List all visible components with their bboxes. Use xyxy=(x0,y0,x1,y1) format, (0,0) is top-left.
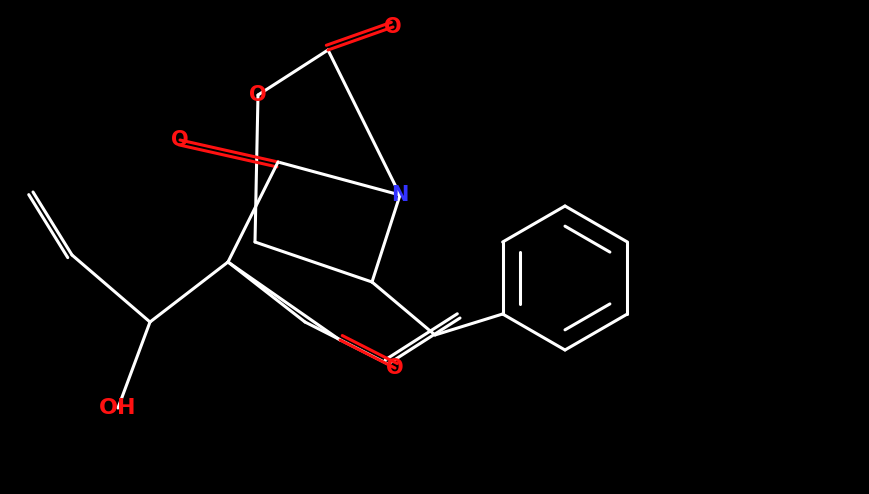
Text: OH: OH xyxy=(99,398,136,418)
Text: O: O xyxy=(386,358,404,378)
Text: O: O xyxy=(171,130,189,150)
Text: O: O xyxy=(249,85,267,105)
Text: O: O xyxy=(384,17,401,37)
Text: N: N xyxy=(391,185,408,205)
